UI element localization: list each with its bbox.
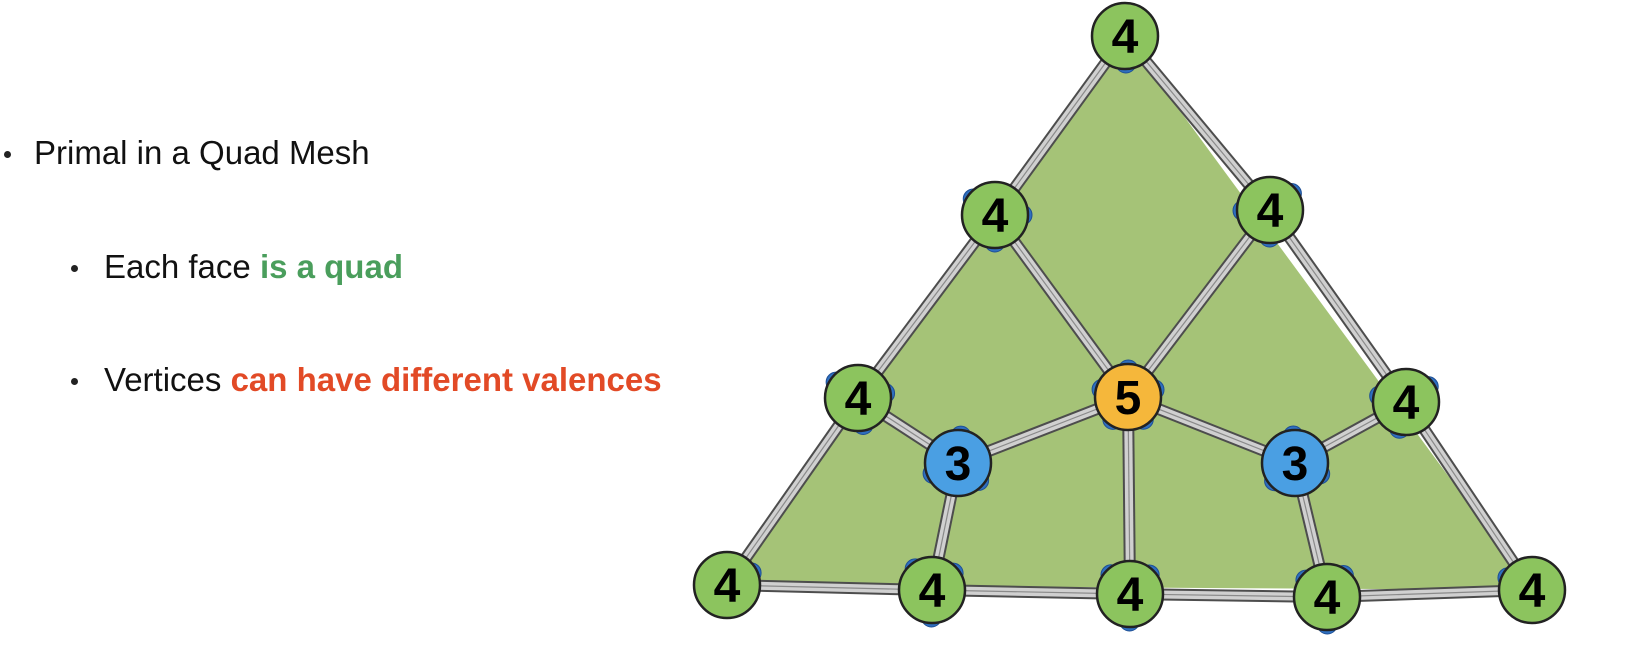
vertex-bottom-2: 4 [899, 557, 965, 623]
vertex-valence-label: 4 [845, 373, 872, 426]
vertex-mid-right: 4 [1373, 369, 1439, 435]
vertex-mid-left: 4 [825, 365, 891, 431]
vertex-valence-label: 4 [714, 560, 741, 613]
vertex-valence-label: 3 [1282, 438, 1309, 491]
vertex-valence-label: 5 [1115, 372, 1142, 425]
vertex-valence-label: 3 [945, 438, 972, 491]
vertex-valence-label: 4 [1393, 377, 1420, 430]
vertex-valence-label: 4 [1314, 572, 1341, 625]
vertex-bottom-4: 4 [1294, 564, 1360, 630]
vertex-top: 4 [1092, 3, 1158, 69]
vertex-valence-label: 4 [1117, 569, 1144, 622]
vertex-valence-label: 4 [1257, 185, 1284, 238]
vertex-center: 5 [1095, 364, 1161, 430]
vertex-bottom-right: 4 [1499, 557, 1565, 623]
vertex-valence-label: 4 [1112, 11, 1139, 64]
vertex-upper-right: 4 [1237, 177, 1303, 243]
vertex-inner-right: 3 [1262, 430, 1328, 496]
vertex-valence-label: 4 [1519, 565, 1546, 618]
vertex-valence-label: 4 [919, 565, 946, 618]
vertex-valence-label: 4 [982, 190, 1009, 243]
vertex-bottom-left: 4 [694, 552, 760, 618]
vertex-inner-left: 3 [925, 430, 991, 496]
vertex-upper-left: 4 [962, 182, 1028, 248]
vertex-bottom-mid: 4 [1097, 561, 1163, 627]
